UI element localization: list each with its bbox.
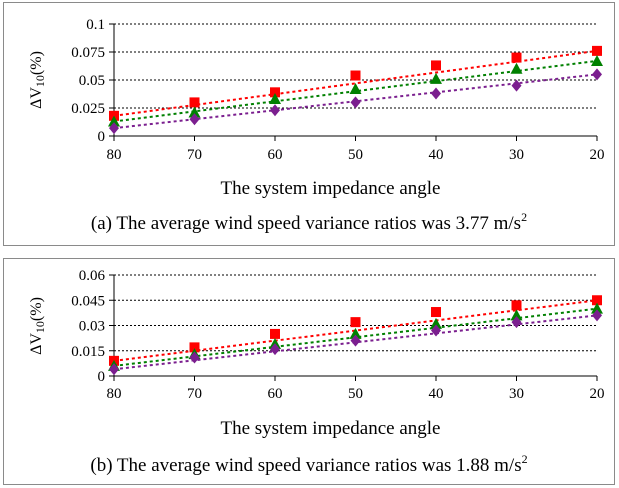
chart-b: 0 0.015 0.03 0.045 0.06 80 70 60 50 40 30 20 ΔV10(%)… — [28, 268, 605, 476]
marker-diamond-a — [270, 104, 280, 117]
y-tick-label-b: 0.06 — [79, 268, 106, 284]
marker-diamond-b — [592, 309, 602, 322]
y-tick-label-b: 0.015 — [71, 344, 105, 360]
marker-triangle-a — [269, 93, 281, 105]
x-tick-label-b: 80 — [107, 386, 122, 402]
marker-diamond-a — [350, 96, 361, 109]
marker-square-a — [592, 45, 602, 56]
caption-b: (b) The average wind speed variance rati… — [90, 452, 527, 476]
marker-square-b — [431, 307, 441, 318]
x-tick-label-a: 30 — [509, 147, 524, 163]
x-tick-label-b: 20 — [590, 386, 605, 402]
marker-diamond-a — [189, 113, 200, 126]
marker-diamond-b — [431, 324, 441, 337]
marker-diamond-b — [511, 316, 522, 329]
x-tick-label-b: 50 — [348, 386, 363, 402]
x-tick-label-a: 20 — [590, 147, 605, 163]
x-tick-label-b: 30 — [509, 386, 524, 402]
marker-diamond-a — [592, 68, 602, 81]
x-axis-label-b: The system impedance angle — [220, 418, 440, 439]
marker-square-a — [189, 97, 200, 108]
x-tick-label-a: 70 — [187, 147, 202, 163]
marker-diamond-a — [511, 79, 522, 92]
marker-square-b — [270, 328, 280, 339]
y-tick-label-b: 0.045 — [71, 293, 105, 309]
x-axis-label-a: The system impedance angle — [220, 178, 440, 199]
chart-a: 0 0.025 0.05 0.075 0.1 80 70 60 50 40 30 20 ΔV10(%) T… — [28, 17, 605, 234]
marker-square-a — [511, 52, 522, 63]
marker-diamond-b — [350, 334, 361, 347]
marker-diamond-b — [189, 351, 200, 364]
x-tick-label-b: 60 — [268, 386, 283, 402]
y-tick-label-a: 0.05 — [79, 73, 105, 89]
y-tick-label-b: 0.03 — [79, 319, 105, 335]
marker-triangle-b — [430, 317, 442, 329]
y-tick-label-a: 0 — [98, 129, 106, 145]
marker-square-b — [592, 295, 602, 306]
marker-triangle-a — [430, 72, 442, 84]
marker-triangle-a — [108, 115, 120, 127]
marker-diamond-b — [270, 343, 280, 356]
y-tick-label-a: 0.025 — [71, 101, 105, 117]
y-tick-label-a: 0.1 — [86, 17, 105, 33]
x-tick-label-a: 60 — [268, 147, 283, 163]
marker-triangle-a — [591, 54, 603, 66]
marker-square-b — [511, 300, 522, 311]
y-tick-label-b: 0 — [98, 369, 106, 385]
marker-square-a — [431, 60, 441, 71]
marker-triangle-b — [510, 309, 523, 321]
marker-diamond-a — [431, 87, 441, 100]
chart-panel-b: 0 0.015 0.03 0.045 0.06 80 70 60 50 40 30 20 ΔV10(%)… — [3, 258, 615, 485]
x-tick-label-b: 70 — [187, 386, 202, 402]
marker-triangle-a — [188, 106, 201, 118]
marker-triangle-a — [510, 62, 523, 74]
marker-square-a — [350, 70, 361, 81]
x-tick-label-b: 40 — [429, 386, 444, 402]
marker-triangle-b — [591, 302, 603, 314]
y-axis-label-a: ΔV10(%) — [28, 51, 47, 109]
marker-diamond-a — [109, 122, 119, 135]
x-tick-label-a: 40 — [429, 147, 444, 163]
x-tick-label-a: 80 — [107, 147, 122, 163]
marker-square-a — [270, 87, 280, 98]
marker-square-b — [350, 317, 361, 328]
y-axis-label-b: ΔV10(%) — [28, 297, 47, 355]
marker-square-b — [189, 342, 200, 353]
x-tick-label-a: 50 — [348, 147, 363, 163]
marker-diamond-b — [109, 363, 119, 376]
caption-a: (a) The average wind speed variance rati… — [91, 210, 527, 234]
chart-panel-a: 0 0.025 0.05 0.075 0.1 80 70 60 50 40 30 20 ΔV10(%) T… — [3, 2, 615, 246]
marker-triangle-a — [349, 82, 362, 94]
y-tick-label-a: 0.075 — [71, 45, 105, 61]
marker-triangle-b — [349, 327, 362, 339]
